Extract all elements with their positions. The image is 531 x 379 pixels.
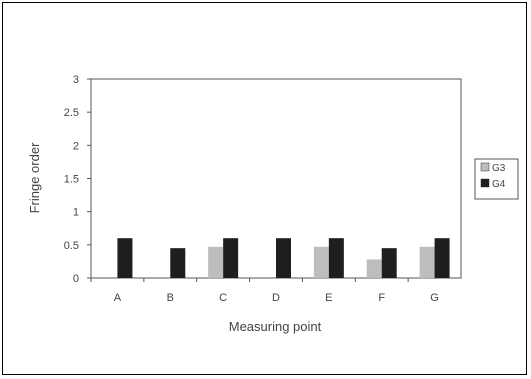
x-tick-label: A — [114, 292, 122, 304]
figure-frame — [2, 2, 527, 375]
legend-label-g4: G4 — [492, 179, 506, 190]
bar-g3-e — [313, 246, 329, 278]
x-axis-label: Measuring point — [229, 319, 322, 334]
y-tick-label: 0.5 — [64, 240, 79, 252]
bar-g4-e — [328, 238, 344, 278]
legend-swatch-g4 — [480, 178, 490, 188]
bars — [117, 238, 450, 278]
y-tick-label: 2.5 — [64, 107, 79, 119]
tick-labels: 0 0.5 1 1.5 2 2.5 3 A B C D E F G — [64, 74, 439, 304]
x-tick-label: C — [219, 292, 227, 304]
y-tick-label: 2 — [73, 140, 79, 152]
y-tick-label: 0 — [73, 273, 79, 285]
bar-g4-f — [381, 248, 397, 278]
bar-g4-c — [223, 238, 239, 278]
y-axis-label: Fringe order — [27, 142, 42, 213]
bar-g3-g — [419, 246, 435, 278]
bar-g4-d — [276, 238, 291, 278]
bar-g3-f — [366, 259, 382, 278]
bar-g4-a — [117, 238, 133, 278]
bar-g4-b — [170, 248, 186, 278]
x-tick-label: D — [272, 292, 280, 304]
x-tick-label: E — [325, 292, 332, 304]
x-tick-label: G — [430, 292, 439, 304]
y-tick-label: 3 — [73, 74, 79, 86]
bar-g4-g — [434, 238, 450, 278]
y-tick-label: 1.5 — [64, 174, 79, 186]
legend-label-g3: G3 — [492, 163, 506, 174]
y-tick-label: 1 — [73, 207, 79, 219]
bar-g3-c — [208, 246, 224, 278]
axes — [87, 78, 462, 282]
x-tick-label: B — [167, 292, 174, 304]
legend-swatch-g3 — [480, 162, 490, 172]
x-tick-label: F — [378, 292, 385, 304]
